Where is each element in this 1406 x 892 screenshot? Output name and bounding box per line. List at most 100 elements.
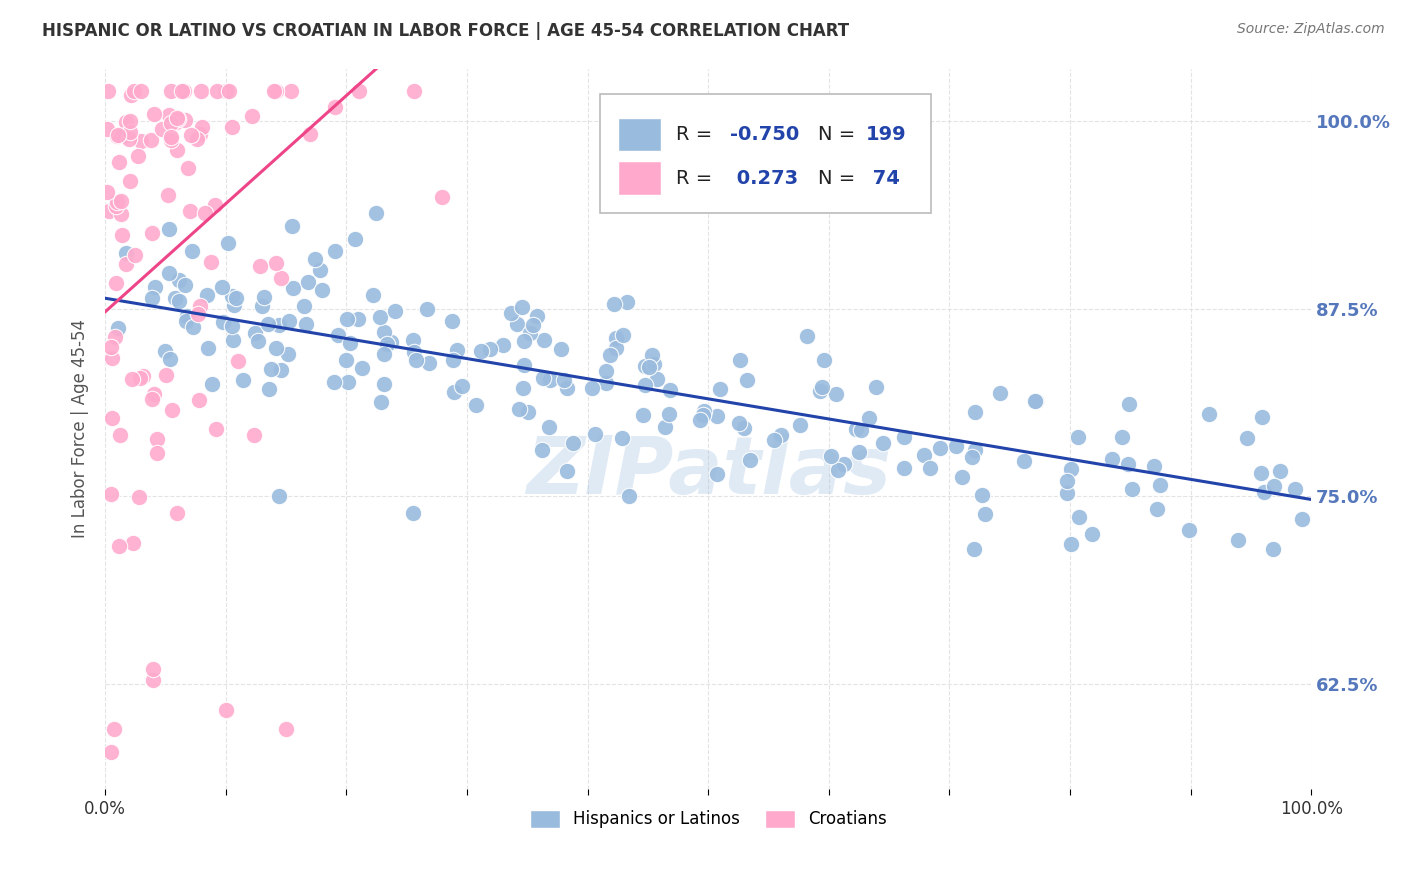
- Point: [264, 256, 287, 270]
- Point: [145, 432, 167, 446]
- Point: [122, 536, 145, 550]
- Point: [249, 259, 271, 273]
- Point: [323, 375, 346, 389]
- Point: [195, 287, 218, 301]
- Point: [970, 488, 993, 502]
- Point: [645, 372, 668, 386]
- Y-axis label: In Labor Force | Age 45-54: In Labor Force | Age 45-54: [72, 319, 89, 539]
- Point: [553, 373, 575, 387]
- Point: [1177, 524, 1199, 538]
- Point: [240, 109, 263, 123]
- Text: R =: R =: [676, 169, 718, 187]
- Text: R =: R =: [676, 125, 718, 145]
- Point: [848, 444, 870, 458]
- Point: [129, 84, 152, 98]
- Point: [166, 144, 188, 158]
- Point: [201, 377, 224, 392]
- Point: [1025, 394, 1047, 409]
- Point: [246, 334, 269, 348]
- Point: [796, 328, 818, 343]
- Point: [1060, 462, 1083, 476]
- Point: [205, 422, 228, 436]
- Point: [350, 361, 373, 376]
- Point: [217, 236, 239, 251]
- Point: [188, 299, 211, 313]
- Point: [693, 404, 716, 418]
- Point: [617, 489, 640, 503]
- Point: [634, 359, 657, 374]
- Point: [1149, 477, 1171, 491]
- Point: [531, 443, 554, 458]
- Point: [107, 128, 129, 142]
- Point: [142, 107, 165, 121]
- Point: [173, 278, 195, 293]
- Point: [550, 343, 572, 357]
- Point: [124, 248, 146, 262]
- Point: [160, 84, 183, 98]
- Point: [211, 280, 233, 294]
- Point: [450, 379, 472, 393]
- Point: [110, 194, 132, 208]
- Point: [373, 347, 395, 361]
- Point: [146, 446, 169, 460]
- Point: [1111, 430, 1133, 444]
- Point: [215, 703, 238, 717]
- Point: [1143, 458, 1166, 473]
- Point: [263, 84, 285, 98]
- Point: [143, 280, 166, 294]
- Point: [789, 417, 811, 432]
- Point: [849, 423, 872, 437]
- Point: [430, 190, 453, 204]
- Point: [531, 371, 554, 385]
- FancyBboxPatch shape: [599, 94, 931, 212]
- Point: [920, 461, 942, 475]
- Point: [658, 383, 681, 397]
- Point: [728, 353, 751, 368]
- Point: [107, 128, 129, 143]
- Point: [735, 373, 758, 387]
- Point: [256, 317, 278, 331]
- Point: [173, 84, 195, 98]
- Point: [100, 745, 122, 759]
- Point: [373, 325, 395, 339]
- Point: [368, 310, 391, 324]
- Point: [111, 227, 134, 242]
- Point: [1118, 397, 1140, 411]
- Point: [637, 360, 659, 375]
- Text: Source: ZipAtlas.com: Source: ZipAtlas.com: [1237, 22, 1385, 37]
- Point: [339, 336, 361, 351]
- Point: [1263, 479, 1285, 493]
- Point: [160, 116, 183, 130]
- Point: [346, 312, 368, 326]
- Point: [264, 84, 287, 98]
- Point: [221, 120, 243, 134]
- Point: [508, 402, 530, 417]
- Point: [811, 380, 834, 394]
- Point: [562, 435, 585, 450]
- Point: [221, 289, 243, 303]
- Point: [186, 132, 208, 146]
- Point: [115, 128, 138, 143]
- Point: [114, 257, 136, 271]
- Point: [212, 315, 235, 329]
- Point: [1060, 537, 1083, 551]
- Point: [131, 134, 153, 148]
- Point: [162, 403, 184, 417]
- Point: [347, 84, 370, 98]
- Point: [519, 326, 541, 340]
- Point: [631, 408, 654, 422]
- Text: 199: 199: [866, 125, 907, 145]
- Point: [159, 352, 181, 367]
- Point: [253, 290, 276, 304]
- Point: [612, 328, 634, 343]
- Point: [963, 404, 986, 418]
- Point: [188, 393, 211, 408]
- Point: [581, 381, 603, 395]
- Point: [311, 283, 333, 297]
- Point: [142, 662, 165, 676]
- Point: [963, 542, 986, 557]
- Point: [336, 375, 359, 389]
- Point: [267, 489, 290, 503]
- Point: [513, 334, 536, 348]
- Point: [118, 125, 141, 139]
